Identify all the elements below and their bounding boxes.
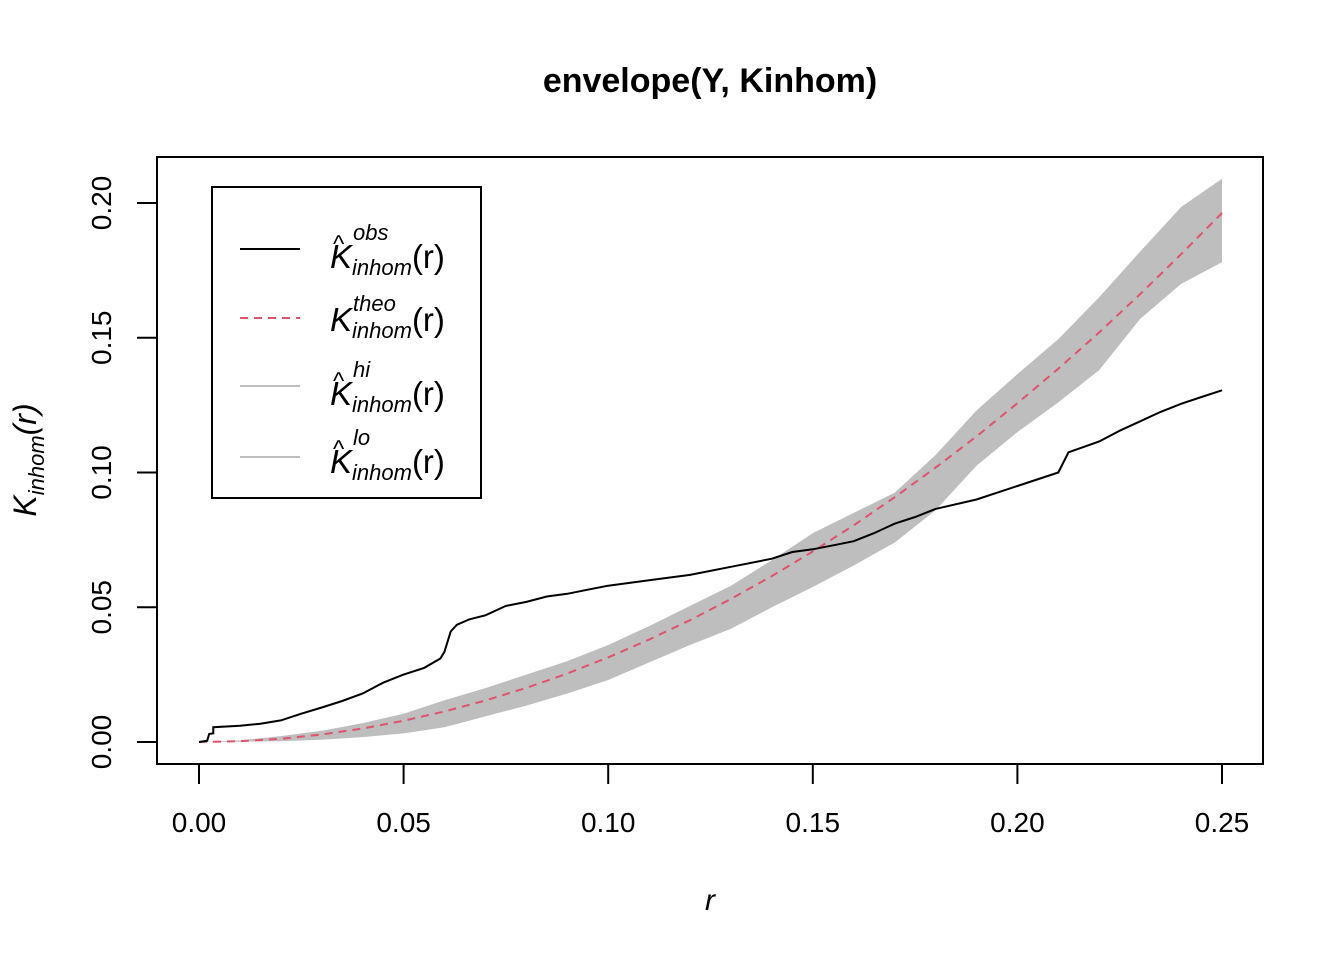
legend-label-obs-base: K: [330, 238, 354, 275]
x-tick-label: 0.00: [172, 807, 227, 838]
envelope-band: [199, 178, 1222, 742]
legend-item-lo: Kinhom(r) ^ lo: [240, 425, 445, 485]
legend: Kinhom(r) ^ obs Kinhom(r) theo Kinhom(r)…: [211, 186, 482, 499]
legend-item-hi: Kinhom(r) ^ hi: [240, 357, 445, 417]
legend-label-obs-sub: inhom: [352, 255, 412, 280]
legend-label-theo-base: K: [330, 301, 354, 338]
y-axis-label-base: K: [7, 494, 43, 517]
x-tick-label: 0.10: [581, 807, 636, 838]
series-line-obs: [198, 389, 1223, 743]
plot-area: [198, 178, 1223, 743]
y-axis-label-arg: (r): [7, 403, 43, 435]
legend-label-theo-sub: inhom: [352, 318, 412, 343]
legend-label-hi-arg: (r): [412, 375, 445, 412]
chart-title: envelope(Y, Kinhom): [543, 62, 877, 100]
x-tick-label: 0.20: [990, 807, 1045, 838]
y-axis: 0.00 0.05 0.10 0.15 0.20: [86, 176, 158, 770]
y-tick-label: 0.05: [86, 580, 117, 635]
x-tick-label: 0.05: [376, 807, 431, 838]
svg-text:Kinhom(r): Kinhom(r): [330, 301, 445, 343]
legend-item-obs: Kinhom(r) ^ obs: [240, 220, 445, 280]
legend-box: [211, 186, 482, 499]
y-tick-label: 0.15: [86, 311, 117, 366]
legend-label-lo-sub: inhom: [352, 460, 412, 485]
legend-label-theo-sup: theo: [353, 291, 396, 316]
y-tick-label: 0.10: [86, 445, 117, 500]
y-axis-label: Kinhom(r): [7, 403, 49, 516]
legend-label-hi-base: K: [330, 375, 354, 412]
x-axis-label: r: [705, 884, 716, 917]
y-tick-label: 0.00: [86, 715, 117, 770]
x-tick-label: 0.15: [786, 807, 841, 838]
x-axis: 0.00 0.05 0.10 0.15 0.20 0.25: [172, 763, 1250, 838]
svg-text:Kinhom(r): Kinhom(r): [7, 403, 49, 516]
svg-text:Kinhom(r): Kinhom(r): [330, 375, 445, 417]
legend-label-hi-sup: hi: [353, 357, 371, 382]
svg-text:Kinhom(r): Kinhom(r): [330, 443, 445, 485]
y-tick-label: 0.20: [86, 176, 117, 231]
series-line-theo: [198, 212, 1223, 743]
legend-label-hi-sub: inhom: [352, 392, 412, 417]
legend-label-hi-hat: ^: [333, 368, 345, 395]
y-axis-label-sub: inhom: [24, 435, 49, 495]
legend-label-obs-arg: (r): [412, 238, 445, 275]
svg-text:Kinhom(r): Kinhom(r): [330, 238, 445, 280]
legend-label-lo-base: K: [330, 443, 354, 480]
legend-label-lo-sup: lo: [353, 425, 370, 450]
legend-label-lo-hat: ^: [333, 436, 345, 463]
legend-label-obs-sup: obs: [353, 220, 388, 245]
legend-label-lo-arg: (r): [412, 443, 445, 480]
legend-label-theo-arg: (r): [412, 301, 445, 338]
legend-label-obs-hat: ^: [333, 231, 345, 258]
legend-item-theo: Kinhom(r) theo: [240, 291, 445, 343]
x-tick-label: 0.25: [1195, 807, 1250, 838]
